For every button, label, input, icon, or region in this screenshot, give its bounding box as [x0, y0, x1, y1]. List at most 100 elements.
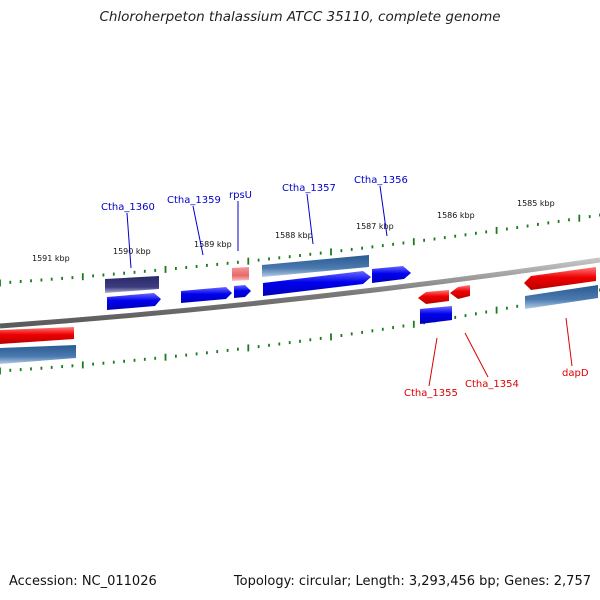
scale-tick-upper: [216, 262, 219, 266]
cds-arrow-ctha-1359[interactable]: [181, 287, 232, 303]
scale-label-1589: 1589 kbp: [194, 240, 232, 249]
scale-tick-upper: [526, 224, 529, 228]
accession-label: Accession: NC_011026: [9, 574, 157, 589]
scale-tick-upper: [319, 251, 322, 255]
scale-tick-lower: [475, 312, 477, 316]
scale-tick-lower: [92, 362, 94, 366]
scale-tick-upper: [402, 241, 405, 245]
scale-tick-lower: [454, 315, 457, 319]
scale-tick-lower: [299, 339, 301, 343]
scale-tick-lower: [309, 338, 312, 342]
scale-label-1588: 1588 kbp: [275, 231, 313, 240]
cds-arrow-ctha-1355[interactable]: [418, 290, 449, 304]
scale-tick-upper: [557, 219, 560, 223]
scale-tick-upper: [40, 278, 43, 282]
scale-tick-lower: [319, 336, 322, 340]
scale-tick-upper: [102, 273, 105, 277]
gene-label-ctha-1355[interactable]: Ctha_1355: [404, 388, 458, 399]
cds-arrow-rpsu[interactable]: [234, 285, 251, 298]
scale-tick-lower: [61, 365, 63, 369]
scale-tick-upper: [361, 246, 363, 250]
scale-tick-lower: [340, 334, 343, 337]
scale-label-1585: 1585 kbp: [517, 199, 555, 208]
callout-line-ctha-1354: [464, 332, 489, 378]
scale-tick-lower: [30, 367, 32, 371]
gene-block-dapd[interactable]: [525, 285, 598, 309]
scale-tick-lower: [288, 341, 291, 345]
scale-tick-upper: [454, 234, 457, 238]
gene-label-ctha-1356[interactable]: Ctha_1356: [354, 175, 408, 186]
scale-tick-lower: [381, 327, 384, 331]
scale-tick-upper: [123, 271, 125, 275]
scale-tick-upper: [506, 227, 508, 231]
forward-cds-lane: [107, 266, 411, 310]
scale-tick-upper: [175, 267, 177, 270]
scale-tick-upper: [19, 280, 22, 283]
scale-tick-upper: [547, 221, 550, 225]
scale-tick-lower: [257, 345, 260, 349]
scale-tick-lower: [81, 361, 84, 369]
scale-tick-lower: [40, 366, 43, 370]
scale-tick-lower: [175, 354, 177, 358]
callout-line-ctha-1356: [379, 185, 388, 237]
scale-tick-upper: [423, 238, 425, 242]
gene-block-ctha-1355[interactable]: [420, 306, 452, 324]
scale-tick-lower: [195, 352, 198, 356]
cds-arrow-left-partial[interactable]: [0, 327, 74, 344]
scale-tick-lower: [206, 351, 208, 355]
scale-tick-lower: [185, 353, 188, 357]
scale-tick-lower: [50, 365, 53, 369]
scale-tick-lower: [412, 320, 415, 328]
cds-arrow-dapd[interactable]: [524, 267, 596, 290]
gene-label-dapd[interactable]: dapD: [562, 368, 589, 379]
scale-tick-lower: [9, 368, 12, 372]
scale-label-1586: 1586 kbp: [437, 211, 475, 220]
scale-tick-lower: [237, 347, 239, 351]
scale-tick-lower: [330, 333, 332, 341]
scale-tick-upper: [475, 231, 477, 235]
topology-summary: Topology: circular; Length: 3,293,456 bp…: [233, 574, 591, 589]
scale-tick-upper: [578, 214, 581, 222]
gene-label-ctha-1359[interactable]: Ctha_1359: [167, 195, 221, 206]
scale-tick-lower: [216, 350, 219, 354]
gene-block-left-partial[interactable]: [0, 345, 76, 364]
scale-tick-lower: [71, 364, 74, 368]
scale-label-1587: 1587 kbp: [356, 222, 394, 231]
scale-label-1591: 1591 kbp: [32, 254, 70, 263]
reverse-block-lane: [0, 285, 598, 364]
scale-tick-upper: [330, 248, 332, 256]
scale-tick-upper: [154, 268, 157, 272]
scale-label-1590: 1590 kbp: [113, 247, 151, 256]
gene-label-ctha-1354[interactable]: Ctha_1354: [465, 379, 519, 390]
scale-tick-lower: [278, 342, 281, 346]
scale-tick-upper: [588, 215, 591, 219]
scale-tick-upper: [433, 237, 436, 241]
gene-label-ctha-1357[interactable]: Ctha_1357: [282, 183, 336, 194]
scale-tick-lower: [154, 356, 157, 360]
scale-tick-upper: [299, 254, 301, 257]
scale-tick-upper: [568, 218, 570, 222]
gene-labels: Ctha_1360 Ctha_1359 rpsU Ctha_1357 Ctha_…: [101, 175, 589, 399]
cds-arrow-ctha-1356[interactable]: [372, 266, 411, 283]
scale-tick-lower: [226, 348, 229, 352]
scale-tick-upper: [495, 226, 498, 234]
cds-arrow-ctha-1354[interactable]: [450, 285, 470, 299]
scale-tick-lower: [392, 326, 394, 330]
scale-tick-lower: [19, 368, 22, 372]
scale-tick-lower: [464, 314, 467, 318]
scale-tick-upper: [485, 230, 488, 234]
gene-block-rpsu[interactable]: [232, 267, 249, 281]
gene-label-rpsu[interactable]: rpsU: [229, 190, 252, 201]
scale-tick-upper: [185, 266, 188, 269]
cds-arrow-ctha-1357[interactable]: [263, 271, 371, 296]
gene-label-ctha-1360[interactable]: Ctha_1360: [101, 202, 155, 213]
scale-tick-upper: [9, 280, 12, 284]
scale-tick-upper: [257, 258, 260, 262]
cds-arrow-ctha-1360[interactable]: [107, 293, 161, 310]
gene-block-ctha-1360[interactable]: [105, 276, 159, 293]
gene-block-ctha-1357[interactable]: [262, 255, 369, 277]
scale-tick-upper: [464, 233, 467, 237]
forward-upper-lane: [105, 255, 369, 293]
scale-tick-upper: [288, 255, 291, 259]
